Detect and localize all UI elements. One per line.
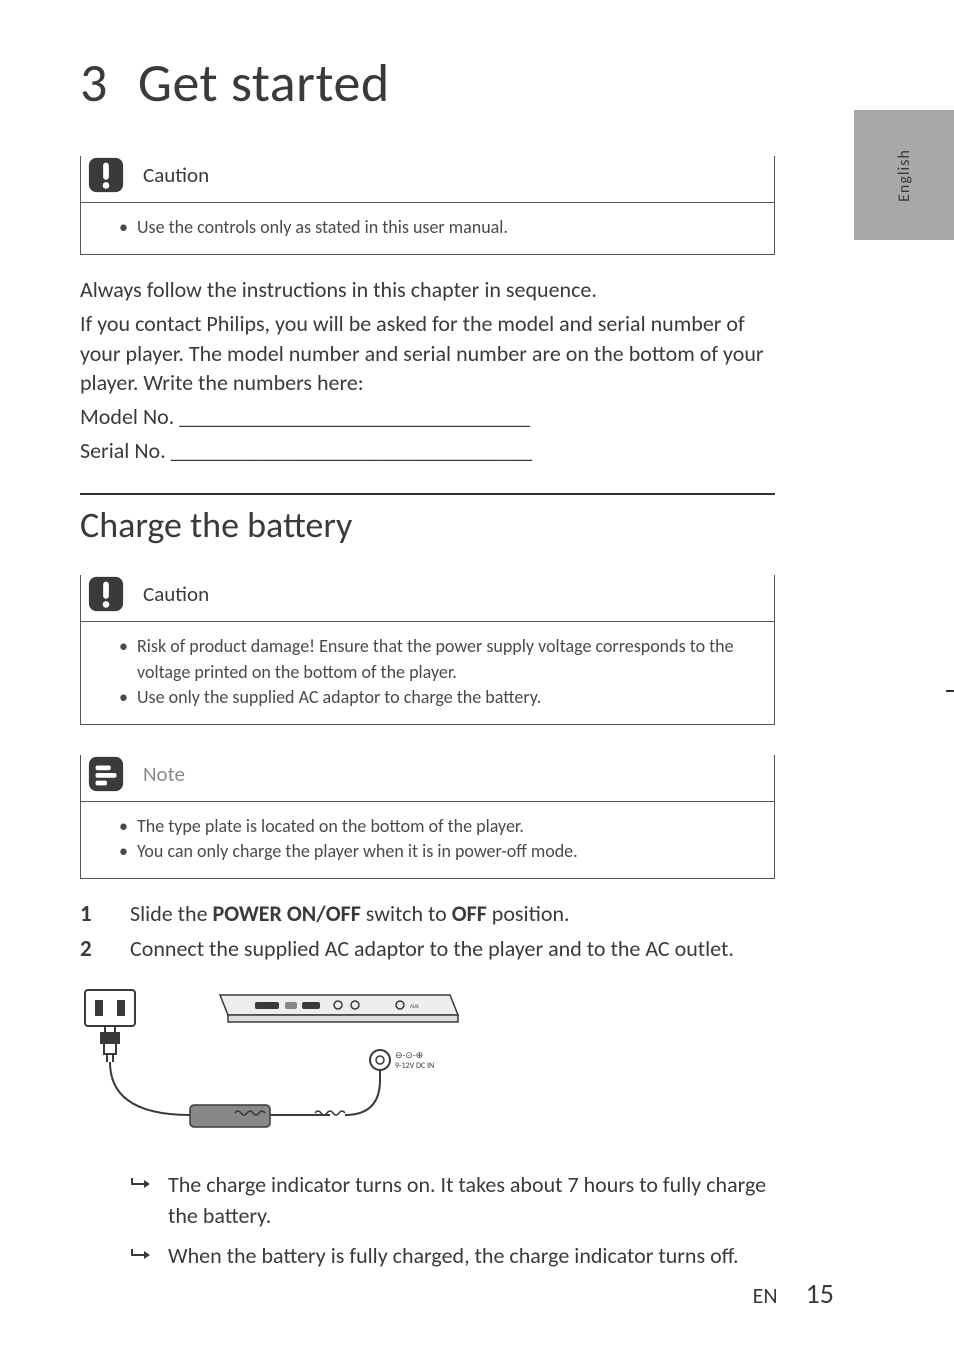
result-arrow-icon: [130, 1247, 158, 1266]
serial-no-line: Serial No. _____________________________…: [80, 436, 775, 466]
model-no-line: Model No. ______________________________…: [80, 402, 775, 432]
footer-page-number: 15: [806, 1276, 834, 1311]
note-item: The type plate is located on the bottom …: [119, 814, 754, 839]
step-text-bold: POWER ON/OFF: [213, 900, 361, 927]
step-2: 2 Connect the supplied AC adaptor to the…: [80, 934, 775, 965]
svg-text:AUX: AUX: [410, 1004, 419, 1010]
caution-header: Caution: [81, 156, 774, 203]
step-number: 2: [80, 935, 130, 963]
caution-icon: [87, 575, 125, 613]
step-1: 1 Slide the POWER ON/OFF switch to OFF p…: [80, 899, 775, 930]
svg-text:9-12V DC IN: 9-12V DC IN: [395, 1061, 434, 1071]
svg-text:⊖-⊙-⊕: ⊖-⊙-⊕: [395, 1050, 423, 1061]
footer-language: EN: [753, 1282, 778, 1309]
step-text-part: position.: [487, 900, 570, 927]
note-icon: [87, 755, 125, 793]
caution-box-2: Caution Risk of product damage! Ensure t…: [80, 575, 775, 725]
caution-title: Caution: [143, 162, 209, 188]
chapter-title: 3 Get started: [80, 50, 775, 116]
caution-item: Use the controls only as stated in this …: [119, 215, 754, 240]
step-text-bold: OFF: [452, 900, 487, 927]
note-box-1: Note The type plate is located on the bo…: [80, 755, 775, 879]
note-item: You can only charge the player when it i…: [119, 839, 754, 864]
result-text: The charge indicator turns on. It takes …: [168, 1170, 775, 1232]
caution-body: Use the controls only as stated in this …: [81, 203, 774, 254]
connection-diagram: AUX ⊖-⊙-⊕ 9-12V DC IN: [80, 980, 775, 1145]
intro-line-2: If you contact Philips, you will be aske…: [80, 309, 775, 398]
caution-body-2: Risk of product damage! Ensure that the …: [81, 622, 774, 724]
side-crop-mark: [946, 690, 954, 692]
result-item: When the battery is fully charged, the c…: [130, 1241, 775, 1272]
caution-icon: [87, 156, 125, 194]
step-text-part: Slide the: [130, 900, 213, 927]
step-list: 1 Slide the POWER ON/OFF switch to OFF p…: [80, 899, 775, 965]
chapter-title-text: Get started: [138, 50, 390, 116]
result-text: When the battery is fully charged, the c…: [168, 1241, 739, 1272]
section-title-charge: Charge the battery: [80, 493, 775, 547]
step-text-part: switch to: [361, 900, 452, 927]
step-number: 1: [80, 900, 130, 928]
result-arrow-icon: [130, 1176, 158, 1195]
language-tab: English: [854, 110, 954, 240]
note-body: The type plate is located on the bottom …: [81, 802, 774, 878]
step-text: Connect the supplied AC adaptor to the p…: [130, 934, 734, 965]
language-tab-text: English: [894, 149, 913, 202]
note-header: Note: [81, 755, 774, 802]
caution-title-2: Caution: [143, 581, 209, 607]
caution-item: Risk of product damage! Ensure that the …: [119, 634, 754, 684]
caution-item: Use only the supplied AC adaptor to char…: [119, 685, 754, 710]
caution-header-2: Caution: [81, 575, 774, 622]
step-text: Slide the POWER ON/OFF switch to OFF pos…: [130, 899, 570, 930]
intro-line-1: Always follow the instructions in this c…: [80, 275, 775, 305]
result-item: The charge indicator turns on. It takes …: [130, 1170, 775, 1232]
page-footer: EN 15: [753, 1276, 834, 1311]
caution-box-1: Caution Use the controls only as stated …: [80, 156, 775, 255]
result-list: The charge indicator turns on. It takes …: [80, 1170, 775, 1272]
chapter-number: 3: [80, 50, 108, 116]
note-title: Note: [143, 761, 185, 787]
